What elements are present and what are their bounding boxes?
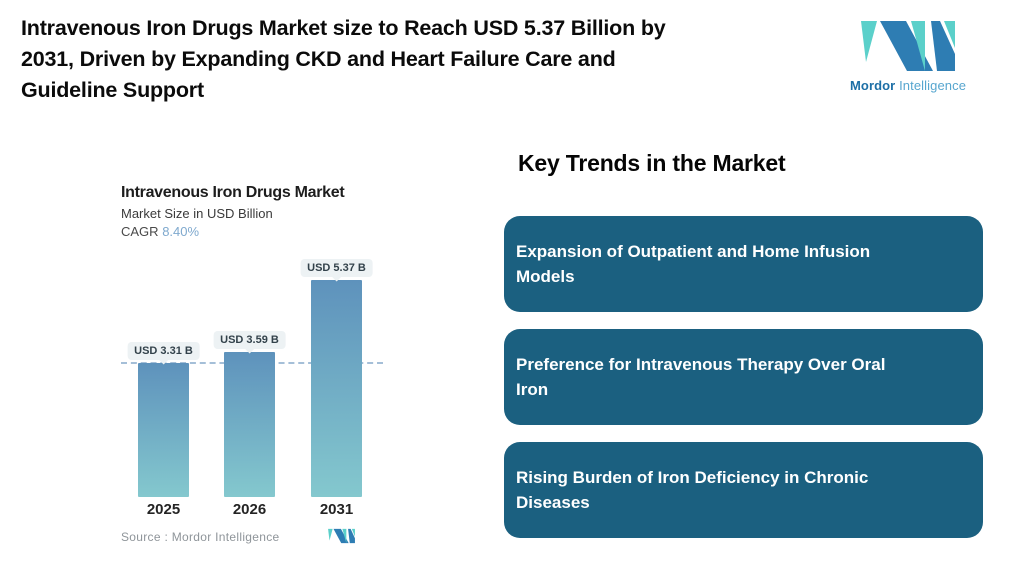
mordor-intelligence-logo: Mordor Intelligence	[843, 18, 973, 93]
value-label-2026: USD 3.59 B	[213, 331, 286, 349]
mordor-mini-logo-icon	[328, 528, 355, 544]
trend-card-1-line-1: Expansion of Outpatient and Home Infusio…	[516, 241, 871, 261]
bar-2025	[138, 363, 189, 497]
chart-source: Source : Mordor Intelligence	[121, 530, 280, 544]
bar-2026	[224, 352, 275, 497]
chart-cagr: CAGR 8.40%	[121, 224, 199, 239]
trend-card-3-line-2: Diseases	[516, 493, 590, 512]
x-tick-2031: 2031	[319, 501, 354, 518]
mordor-logo-wordmark: Mordor Intelligence	[843, 78, 973, 93]
trend-card-2-line-1: Preference for Intravenous Therapy Over …	[516, 354, 886, 374]
trends-heading: Key Trends in the Market	[518, 150, 786, 176]
trend-card-1: Expansion of Outpatient and Home Infusio…	[504, 216, 983, 312]
trend-card-1-line-2: Models	[516, 267, 575, 286]
cagr-value: 8.40%	[162, 224, 200, 239]
trend-card-3: Rising Burden of Iron Deficiency in Chro…	[504, 442, 983, 538]
bar-2031	[311, 280, 362, 497]
page-title: Intravenous Iron Drugs Market size to Re…	[21, 13, 821, 106]
page-title-line-1: Intravenous Iron Drugs Market size to Re…	[21, 16, 666, 40]
x-tick-2025: 2025	[146, 501, 181, 518]
trend-cards: Expansion of Outpatient and Home Infusio…	[504, 216, 983, 538]
page-title-line-3: Guideline Support	[21, 78, 204, 102]
chart-subtitle: Market Size in USD Billion	[121, 206, 273, 221]
brand-name-light: Intelligence	[899, 78, 967, 93]
chart-title: Intravenous Iron Drugs Market	[121, 184, 345, 201]
mordor-logo-mark-icon	[861, 21, 955, 71]
brand-name-bold: Mordor	[849, 78, 896, 93]
trend-card-2-line-2: Iron	[516, 380, 549, 399]
page-title-line-2: 2031, Driven by Expanding CKD and Heart …	[21, 47, 616, 71]
value-label-2025: USD 3.31 B	[127, 342, 200, 360]
cagr-label: CAGR	[121, 224, 159, 239]
x-tick-2026: 2026	[232, 501, 267, 518]
trend-card-3-line-1: Rising Burden of Iron Deficiency in Chro…	[516, 467, 869, 487]
trend-card-2: Preference for Intravenous Therapy Over …	[504, 329, 983, 425]
value-label-2031: USD 5.37 B	[300, 259, 373, 277]
